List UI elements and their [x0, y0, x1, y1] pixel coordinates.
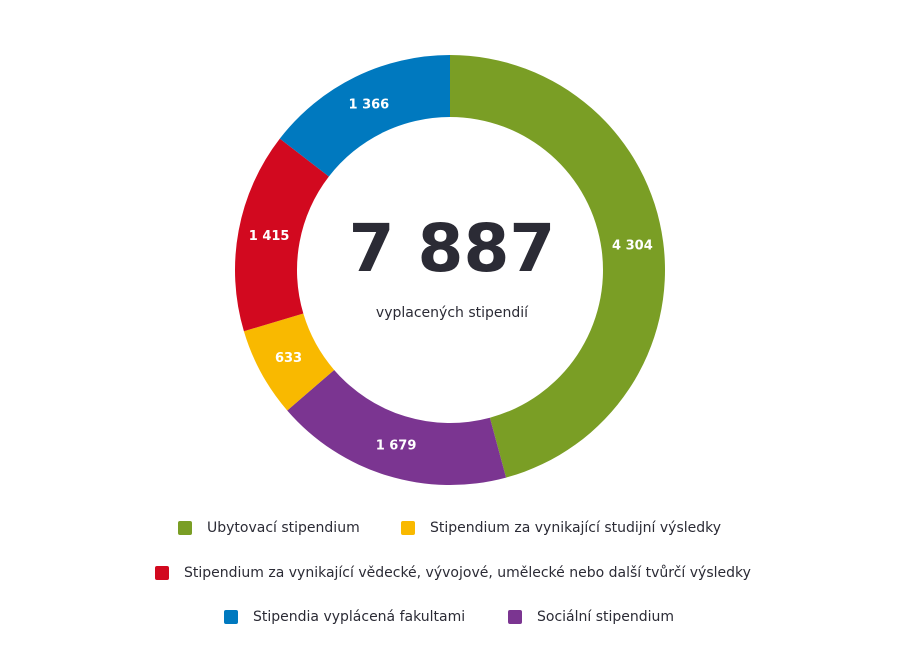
slice-label: 1 679: [376, 438, 417, 453]
legend-text: Ubytovací stipendium: [207, 520, 360, 536]
legend-swatch: [155, 566, 169, 580]
legend-swatch: [178, 521, 192, 535]
center-total: 7 887: [349, 210, 556, 287]
legend-swatch: [224, 610, 238, 624]
legend-swatch: [401, 521, 415, 535]
slice: [450, 55, 665, 478]
slice-label: 633: [275, 351, 302, 366]
legend-text: Stipendium za vynikající vědecké, vývojo…: [184, 565, 751, 581]
legend-text: Sociální stipendium: [537, 609, 674, 625]
legend-swatch: [508, 610, 522, 624]
slice: [287, 369, 507, 485]
legend-text: Stipendium za vynikající studijní výsled…: [430, 520, 721, 536]
slice: [279, 55, 450, 177]
slice-label: 1 415: [249, 229, 290, 244]
center-subtext: vyplacených stipendií: [376, 305, 529, 321]
slice: [243, 313, 335, 411]
slice: [234, 138, 329, 332]
legend-text: Stipendia vyplácená fakultami: [253, 609, 465, 625]
slice-label: 1 366: [349, 97, 390, 112]
slice-label: 4 304: [612, 238, 653, 253]
